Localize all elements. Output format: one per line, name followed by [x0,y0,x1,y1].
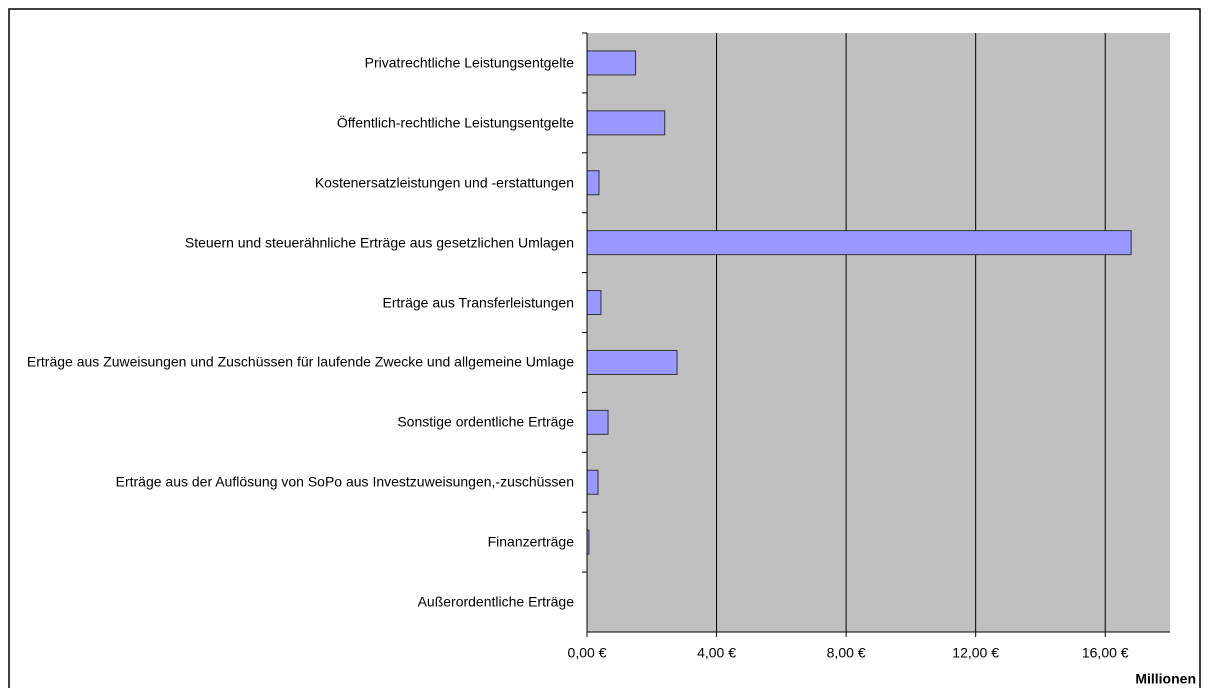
bar [586,290,602,316]
x-tick-label: 8,00 € [827,645,866,661]
bar [586,409,609,435]
y-tick-label: Erträge aus Transferleistungen [382,294,574,311]
y-tick-label: Steuern und steuerähnliche Erträge aus g… [184,234,574,251]
y-tick-label: Kostenersatzleistungen und -erstattungen [314,174,574,191]
x-tick-label: 12,00 € [952,645,999,661]
bar [586,349,678,375]
y-tick-label: Außerordentliche Erträge [417,593,574,610]
bar [586,469,599,495]
y-tick-label: Finanzerträge [487,533,574,550]
y-tick-label: Privatrechtliche Leistungsentgelte [364,54,574,71]
bar [586,110,666,136]
x-tick-label: 4,00 € [697,645,736,661]
frame [8,8,1201,688]
x-tick-label: 0,00 € [568,645,607,661]
bar [586,230,1132,256]
plot-area [587,33,1170,632]
x-tick-label: 16,00 € [1082,645,1129,661]
y-tick-label: Sonstige ordentliche Erträge [397,413,574,430]
y-tick-label: Erträge aus Zuweisungen und Zuschüssen f… [26,353,574,370]
y-tick-label: Erträge aus der Auflösung von SoPo aus I… [115,473,574,490]
y-tick-label: Öffentlich-rechtliche Leistungsentgelte [336,114,574,131]
x-axis-label: Millionen [1135,671,1196,687]
bar [586,170,600,196]
bar [586,50,637,76]
